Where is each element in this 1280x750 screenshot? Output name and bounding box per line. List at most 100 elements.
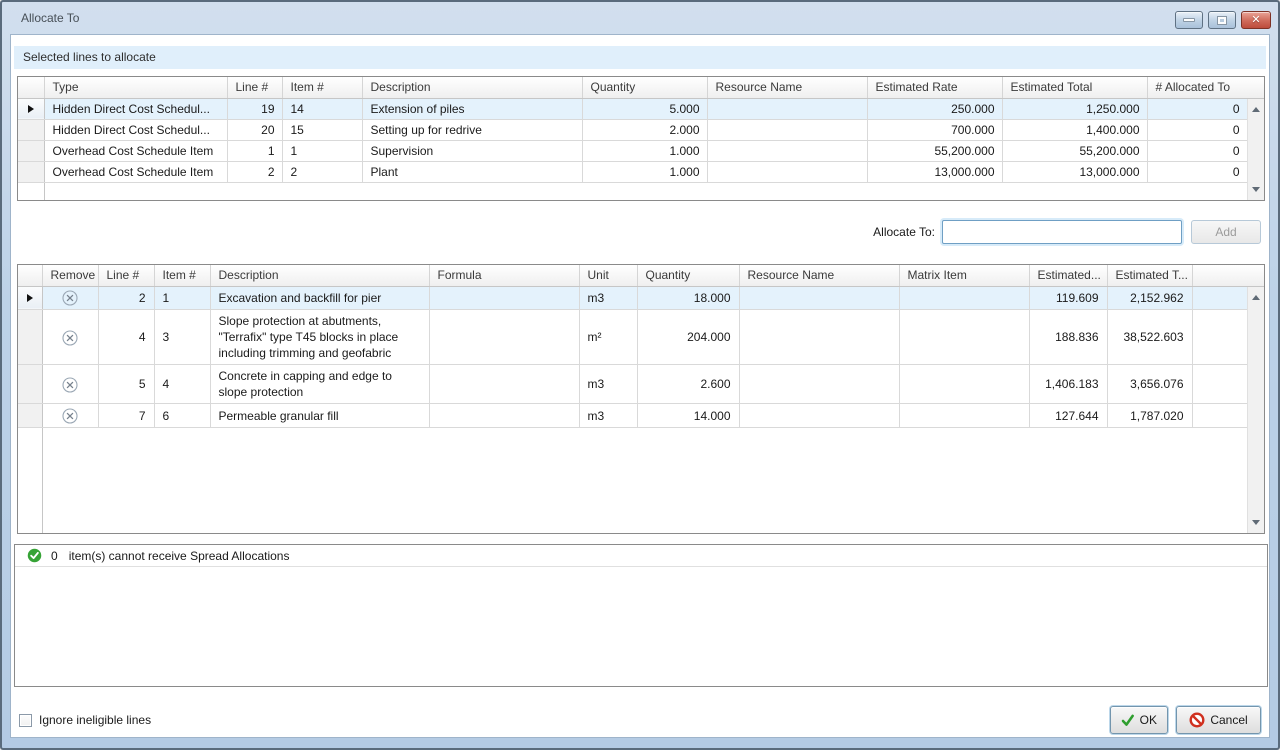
remove-row-button[interactable] [62,408,78,424]
cell-rate[interactable]: 700.000 [867,119,1002,140]
title-bar[interactable]: Allocate To ✕ [2,2,1278,34]
cell-allocated[interactable]: 0 [1147,140,1247,161]
cell-item[interactable]: 15 [282,119,362,140]
cell-matrix[interactable] [899,404,1029,428]
row-selector-header[interactable] [18,77,44,98]
cell-quantity[interactable]: 18.000 [637,286,739,310]
cell-formula[interactable] [429,310,579,365]
cell-item[interactable]: 1 [282,140,362,161]
cell-item[interactable]: 14 [282,98,362,119]
cell-total[interactable]: 1,787.020 [1107,404,1192,428]
cell-quantity[interactable]: 204.000 [637,310,739,365]
selected-line-row[interactable]: Hidden Direct Cost Schedul...2015Setting… [18,119,1247,140]
cell-total[interactable]: 38,522.603 [1107,310,1192,365]
cell-quantity[interactable]: 1.000 [582,140,707,161]
cell-matrix[interactable] [899,286,1029,310]
cell-resource[interactable] [707,119,867,140]
ok-button[interactable]: OK [1110,706,1168,734]
row-selector-header[interactable] [18,265,42,286]
cell-total[interactable]: 1,400.000 [1002,119,1147,140]
cell-item[interactable]: 1 [154,286,210,310]
cell-quantity[interactable]: 14.000 [637,404,739,428]
cell-quantity[interactable]: 2.000 [582,119,707,140]
row-selector[interactable] [18,98,44,119]
cell-resource[interactable] [739,310,899,365]
column-header-quantity[interactable]: Quantity [637,265,739,286]
column-header-estimated-total[interactable]: Estimated Total [1002,77,1147,98]
cell-rate[interactable]: 250.000 [867,98,1002,119]
cell-formula[interactable] [429,404,579,428]
cell-matrix[interactable] [899,310,1029,365]
vertical-scrollbar[interactable] [1247,77,1264,200]
column-header-estimated-rate[interactable]: Estimated Rate [867,77,1002,98]
selected-line-row[interactable]: Overhead Cost Schedule Item11Supervision… [18,140,1247,161]
column-header-type[interactable]: Type [44,77,227,98]
cell-rate[interactable]: 13,000.000 [867,161,1002,182]
row-selector[interactable] [18,286,42,310]
column-header-resource-name[interactable]: Resource Name [707,77,867,98]
cell-description[interactable]: Supervision [362,140,582,161]
cell-unit[interactable]: m3 [579,286,637,310]
minimize-button[interactable] [1175,11,1203,29]
cell-line[interactable]: 20 [227,119,282,140]
cell-total[interactable]: 2,152.962 [1107,286,1192,310]
ignore-ineligible-row[interactable]: Ignore ineligible lines [19,713,151,727]
cell-formula[interactable] [429,365,579,404]
vertical-scrollbar[interactable] [1247,265,1264,533]
row-selector[interactable] [18,310,42,365]
cell-allocated[interactable]: 0 [1147,119,1247,140]
scroll-down-button[interactable] [1248,514,1264,530]
column-header-estimated[interactable]: Estimated... [1029,265,1107,286]
cell-formula[interactable] [429,286,579,310]
cell-type[interactable]: Hidden Direct Cost Schedul... [44,119,227,140]
cell-rate[interactable]: 55,200.000 [867,140,1002,161]
cell-item[interactable]: 2 [282,161,362,182]
cell-resource[interactable] [739,365,899,404]
cell-resource[interactable] [707,98,867,119]
cell-unit[interactable]: m² [579,310,637,365]
cell-resource[interactable] [739,286,899,310]
column-header-line[interactable]: Line # [98,265,154,286]
cell-rate[interactable]: 127.644 [1029,404,1107,428]
cell-line[interactable]: 2 [98,286,154,310]
row-selector[interactable] [18,404,42,428]
cell-rate[interactable]: 1,406.183 [1029,365,1107,404]
cell-description[interactable]: Slope protection at abutments, "Terrafix… [210,310,429,365]
column-header-description[interactable]: Description [362,77,582,98]
cell-line[interactable]: 1 [227,140,282,161]
row-selector[interactable] [18,140,44,161]
close-button[interactable]: ✕ [1241,11,1271,29]
cell-rate[interactable]: 119.609 [1029,286,1107,310]
ignore-ineligible-checkbox[interactable] [19,714,32,727]
row-selector[interactable] [18,161,44,182]
cell-total[interactable]: 1,250.000 [1002,98,1147,119]
cell-allocated[interactable]: 0 [1147,161,1247,182]
cancel-button[interactable]: Cancel [1176,706,1261,734]
add-button[interactable]: Add [1191,220,1261,244]
cell-quantity[interactable]: 1.000 [582,161,707,182]
cell-total[interactable]: 13,000.000 [1002,161,1147,182]
cell-description[interactable]: Concrete in capping and edge to slope pr… [210,365,429,404]
cell-line[interactable]: 4 [98,310,154,365]
cell-description[interactable]: Plant [362,161,582,182]
allocation-line-row[interactable]: 43Slope protection at abutments, "Terraf… [18,310,1247,365]
row-selector[interactable] [18,119,44,140]
column-header-item[interactable]: Item # [154,265,210,286]
cell-line[interactable]: 7 [98,404,154,428]
cell-item[interactable]: 3 [154,310,210,365]
cell-description[interactable]: Extension of piles [362,98,582,119]
selected-line-row[interactable]: Hidden Direct Cost Schedul...1914Extensi… [18,98,1247,119]
column-header-description[interactable]: Description [210,265,429,286]
cell-unit[interactable]: m3 [579,365,637,404]
allocate-to-input[interactable] [942,220,1182,244]
selected-line-row[interactable]: Overhead Cost Schedule Item22Plant1.0001… [18,161,1247,182]
allocation-line-row[interactable]: 76Permeable granular fillm314.000127.644… [18,404,1247,428]
cell-type[interactable]: Overhead Cost Schedule Item [44,161,227,182]
cell-type[interactable]: Overhead Cost Schedule Item [44,140,227,161]
cell-matrix[interactable] [899,365,1029,404]
cell-type[interactable]: Hidden Direct Cost Schedul... [44,98,227,119]
column-header-line[interactable]: Line # [227,77,282,98]
cell-line[interactable]: 19 [227,98,282,119]
remove-row-button[interactable] [62,377,78,393]
column-header-resource-name[interactable]: Resource Name [739,265,899,286]
